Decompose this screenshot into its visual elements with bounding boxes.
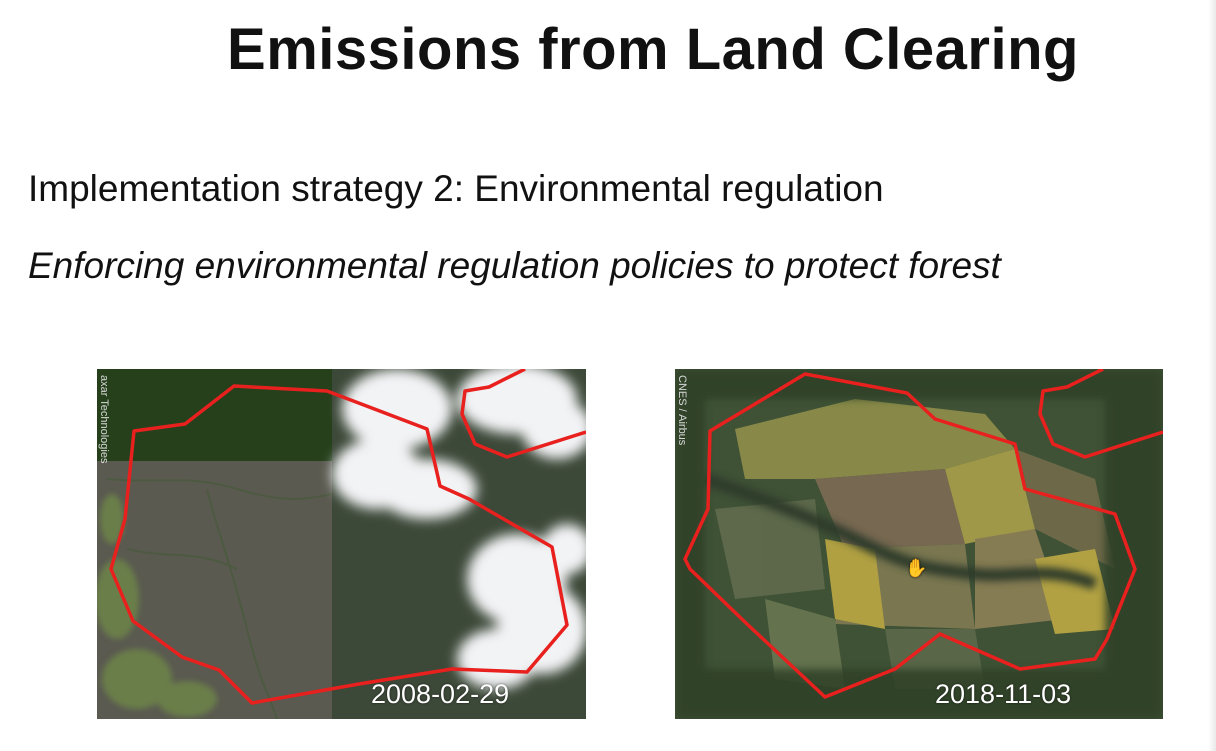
image-credit: axar Technologies xyxy=(98,375,110,464)
image-date-label: 2008-02-29 xyxy=(371,679,510,709)
hand-cursor-icon: ✋ xyxy=(905,558,928,578)
slide-subtitle: Implementation strategy 2: Environmental… xyxy=(28,168,884,209)
image-date-label: 2018-11-03 xyxy=(935,679,1072,709)
window-edge xyxy=(1208,0,1216,751)
satellite-image-2008: axar Technologies 2008-02-29 xyxy=(97,369,586,719)
slide-tagline: Enforcing environmental regulation polic… xyxy=(28,245,1001,286)
satellite-image-2018[interactable]: CNES / Airbus ✋ 2018-11-03 xyxy=(675,369,1163,719)
image-credit: CNES / Airbus xyxy=(676,375,688,446)
satellite-scene-2018 xyxy=(675,369,1163,719)
slide-title: Emissions from Land Clearing xyxy=(227,17,1079,82)
satellite-scene-2008 xyxy=(97,369,586,719)
